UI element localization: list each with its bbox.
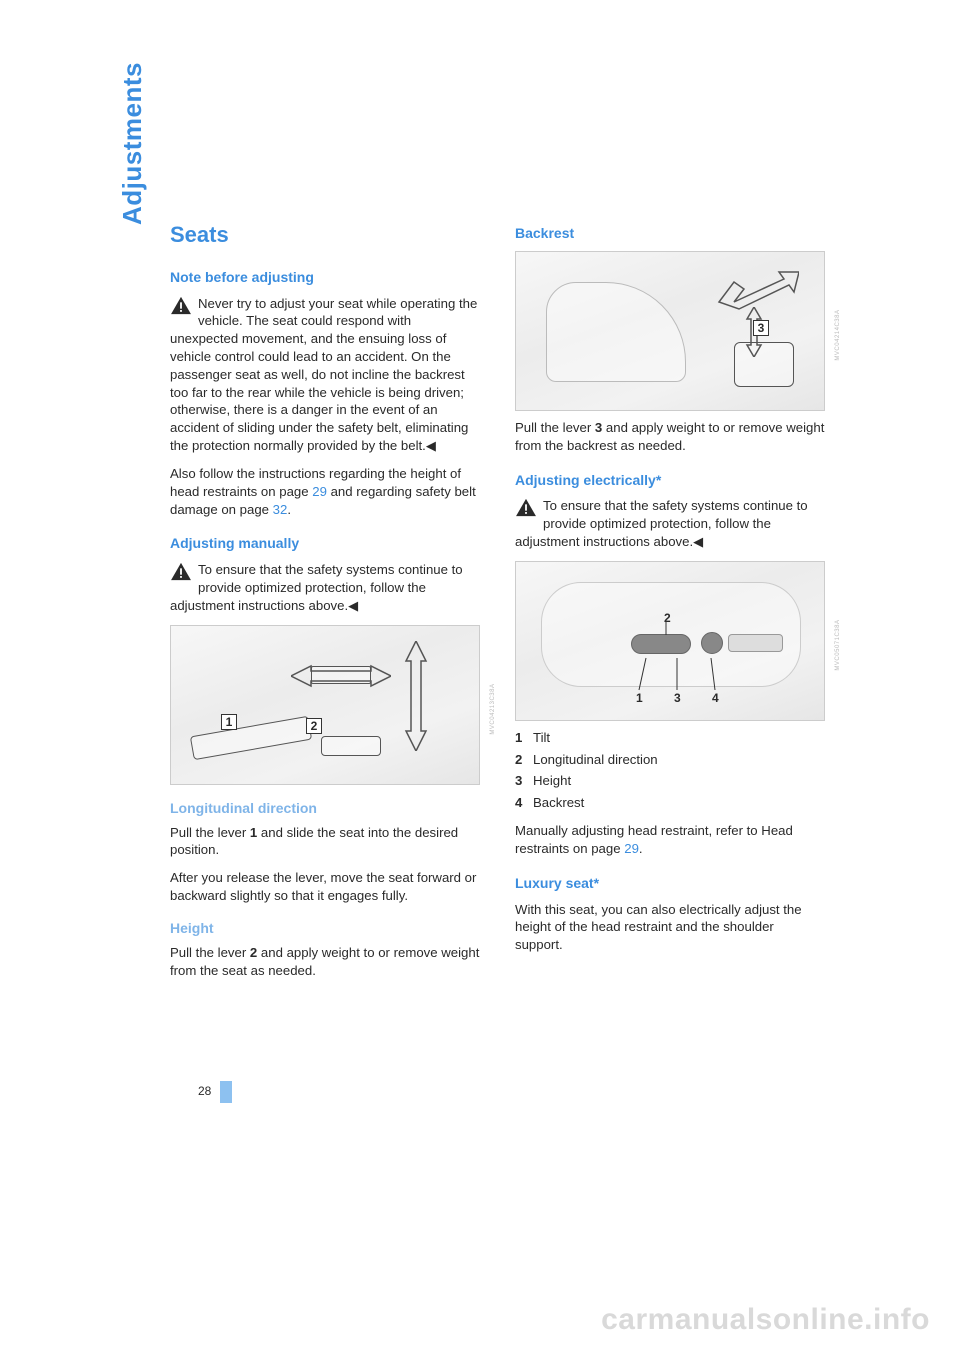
figure-manual-seat: 1 2 MVC04213C38A (170, 625, 480, 785)
luxury-seat-p: With this seat, you can also electricall… (515, 901, 825, 954)
longitudinal-p2: After you release the lever, move the se… (170, 869, 480, 905)
end-mark-icon: ◀ (693, 534, 703, 549)
legend-num: 1 (515, 729, 533, 747)
legend-text: Longitudinal direction (533, 752, 658, 767)
heading-adjusting-electrically: Adjusting electrically* (515, 471, 825, 490)
page-link-29[interactable]: 29 (312, 484, 327, 499)
text: Pull the lever (170, 825, 250, 840)
heading-seats: Seats (170, 220, 480, 250)
warning-icon (515, 498, 537, 517)
figure-code: MVC04213C38A (489, 683, 497, 734)
warning-icon (170, 296, 192, 315)
warning-icon (170, 562, 192, 581)
backrest-p: Pull the lever 3 and apply weight to or … (515, 419, 825, 455)
side-title: Adjustments (115, 62, 150, 225)
text: Manually adjusting head restraint, refer… (515, 823, 793, 856)
legend-text: Tilt (533, 730, 550, 745)
warning-manual-text: To ensure that the safety systems contin… (170, 562, 463, 613)
left-column: Seats Note before adjusting Never try to… (170, 220, 480, 989)
figure-code: MVC05071C38A (834, 619, 842, 670)
page-link-29[interactable]: 29 (624, 841, 639, 856)
legend-num: 4 (515, 794, 533, 812)
figure-label-1: 1 (221, 714, 237, 730)
warning-note-text: Never try to adjust your seat while oper… (170, 296, 477, 454)
height-p: Pull the lever 2 and apply weight to or … (170, 944, 480, 980)
warning-manual: To ensure that the safety systems contin… (170, 561, 480, 614)
heading-note-before: Note before adjusting (170, 268, 480, 287)
longitudinal-p1: Pull the lever 1 and slide the seat into… (170, 824, 480, 860)
figure-code: MVC04214C38A (834, 309, 842, 360)
heading-luxury-seat: Luxury seat* (515, 874, 825, 893)
legend-3: 3Height (515, 772, 825, 790)
text: . (639, 841, 643, 856)
end-mark-icon: ◀ (348, 598, 358, 613)
page-body: Seats Note before adjusting Never try to… (100, 220, 860, 989)
warning-electrical-text: To ensure that the safety systems contin… (515, 498, 808, 549)
text: Pull the lever (515, 420, 595, 435)
legend-1: 1Tilt (515, 729, 825, 747)
figure-backrest: 3 MVC04214C38A (515, 251, 825, 411)
manual-headrestraint-ref: Manually adjusting head restraint, refer… (515, 822, 825, 858)
also-follow-text: Also follow the instructions regarding t… (170, 465, 480, 518)
warning-note: Never try to adjust your seat while oper… (170, 295, 480, 455)
figure-label-2: 2 (306, 718, 322, 734)
heading-adjusting-manually: Adjusting manually (170, 534, 480, 553)
heading-longitudinal: Longitudinal direction (170, 799, 480, 818)
warning-electrical: To ensure that the safety systems contin… (515, 497, 825, 550)
text: . (287, 502, 291, 517)
figure-electric-seat: 2 1 3 4 MVC05071C38A (515, 561, 825, 721)
heading-backrest: Backrest (515, 224, 825, 243)
end-mark-icon: ◀ (426, 438, 436, 453)
legend-num: 2 (515, 751, 533, 769)
text: Pull the lever (170, 945, 250, 960)
legend-2: 2Longitudinal direction (515, 751, 825, 769)
heading-height: Height (170, 919, 480, 938)
legend-text: Backrest (533, 795, 584, 810)
page-link-32[interactable]: 32 (273, 502, 288, 517)
legend-text: Height (533, 773, 571, 788)
page-number: 28 (198, 1083, 211, 1099)
page-tab (220, 1081, 232, 1103)
legend-num: 3 (515, 772, 533, 790)
figure-label-3: 3 (753, 320, 769, 336)
right-column: Backrest 3 MVC04214C38A Pull the lever 3… (515, 220, 825, 989)
watermark: carmanualsonline.info (601, 1300, 930, 1341)
legend-4: 4Backrest (515, 794, 825, 812)
